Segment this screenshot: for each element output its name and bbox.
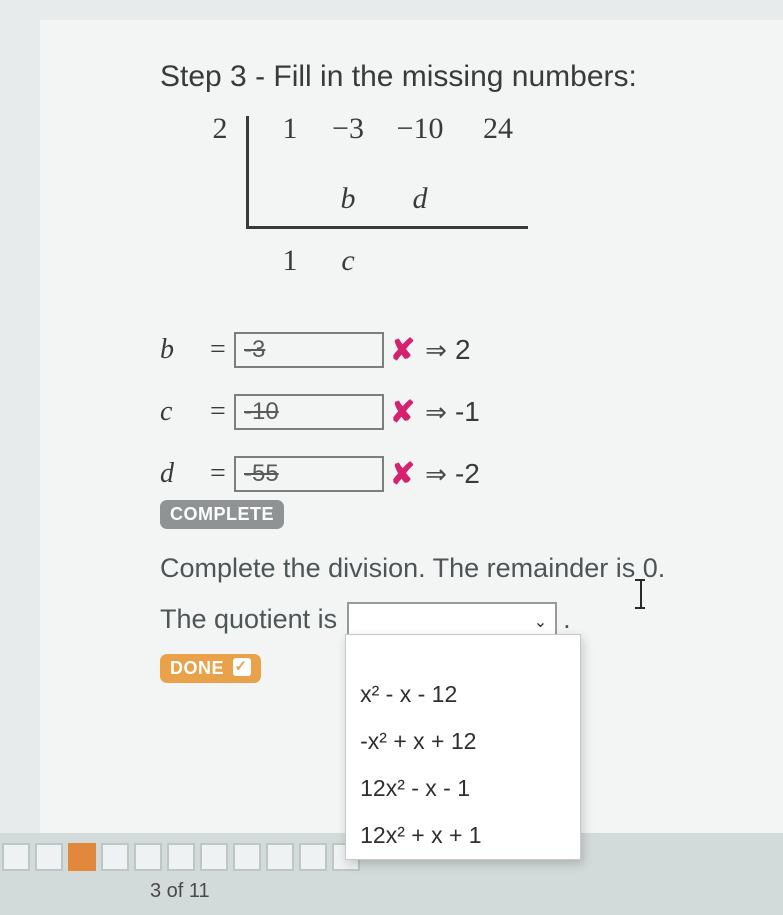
quotient-dropdown: x² - x - 12 -x² + x + 12 12x² - x - 1 12… <box>345 634 581 860</box>
sd-r1c2: −3 <box>318 112 378 146</box>
progress-cell[interactable] <box>266 843 294 871</box>
remainder-sentence: Complete the division. The remainder is … <box>160 553 723 584</box>
equals-sign: = <box>210 458 234 490</box>
synthetic-division-diagram: 2 1 −3 −10 24 b d 1 c <box>200 112 560 292</box>
quotient-select[interactable]: ⌄ <box>347 602 557 636</box>
wrong-icon: ✘ <box>390 395 415 430</box>
done-button[interactable]: DONE <box>160 654 261 683</box>
answer-row-b: b = ✘ ⇒ 2 <box>160 332 723 368</box>
answers-block: b = ✘ ⇒ 2 c = ✘ ⇒ -1 d = ✘ ⇒ -2 COMPLETE <box>160 332 723 529</box>
answer-var-d: d <box>160 458 210 490</box>
progress-cell[interactable] <box>101 843 129 871</box>
done-label: DONE <box>170 658 224 678</box>
arrow-icon: ⇒ <box>425 459 447 490</box>
progress-cell[interactable] <box>134 843 162 871</box>
answer-correct-c: -1 <box>455 396 480 428</box>
sd-r1c3: −10 <box>390 112 450 146</box>
dropdown-option[interactable]: -x² + x + 12 <box>346 718 580 765</box>
remainder-text-a: Complete the division. The remainder is <box>160 553 635 583</box>
dropdown-option[interactable]: x² - x - 12 <box>346 671 580 718</box>
progress-cell[interactable] <box>2 843 30 871</box>
check-icon <box>233 658 251 676</box>
answer-row-c: c = ✘ ⇒ -1 <box>160 394 723 430</box>
answer-correct-d: -2 <box>455 458 480 490</box>
answer-var-c: c <box>160 396 210 428</box>
wrong-icon: ✘ <box>390 457 415 492</box>
answer-input-c[interactable] <box>234 394 384 430</box>
quotient-label: The quotient is <box>160 604 337 635</box>
equals-sign: = <box>210 396 234 428</box>
sd-r1c1: 1 <box>260 112 320 146</box>
arrow-icon: ⇒ <box>425 335 447 366</box>
progress-boxes <box>0 843 360 871</box>
answer-var-b: b <box>160 334 210 366</box>
sd-r1c4: 24 <box>468 112 528 146</box>
remainder-text-b: 0. <box>643 553 666 583</box>
progress-cell[interactable] <box>167 843 195 871</box>
sd-c: c <box>318 244 378 278</box>
progress-cell[interactable] <box>200 843 228 871</box>
sd-d: d <box>390 182 450 216</box>
chevron-down-icon: ⌄ <box>534 612 547 632</box>
progress-cell[interactable] <box>35 843 63 871</box>
progress-cell[interactable] <box>233 843 261 871</box>
answer-input-b[interactable] <box>234 332 384 368</box>
answer-row-d: d = ✘ ⇒ -2 <box>160 456 723 492</box>
step-heading: Step 3 - Fill in the missing numbers: <box>160 60 723 94</box>
sd-r3c1: 1 <box>260 244 320 278</box>
wrong-icon: ✘ <box>390 333 415 368</box>
sd-vertical-line <box>246 116 249 228</box>
complete-button[interactable]: COMPLETE <box>160 500 284 529</box>
sd-horizontal-line <box>246 226 528 229</box>
answer-correct-b: 2 <box>455 334 471 366</box>
progress-cell[interactable] <box>299 843 327 871</box>
period: . <box>563 604 571 635</box>
content-area: Step 3 - Fill in the missing numbers: 2 … <box>40 20 783 835</box>
equals-sign: = <box>210 334 234 366</box>
answer-input-d[interactable] <box>234 456 384 492</box>
dropdown-option[interactable]: 12x² + x + 1 <box>346 812 580 859</box>
progress-counter: 3 of 11 <box>150 880 210 903</box>
quotient-select-wrap: ⌄ x² - x - 12 -x² + x + 12 12x² - x - 1 … <box>347 602 557 636</box>
dropdown-option[interactable]: 12x² - x - 1 <box>346 765 580 812</box>
progress-cell-current[interactable] <box>68 843 96 871</box>
arrow-icon: ⇒ <box>425 397 447 428</box>
sd-divisor: 2 <box>190 112 250 146</box>
sd-b: b <box>318 182 378 216</box>
